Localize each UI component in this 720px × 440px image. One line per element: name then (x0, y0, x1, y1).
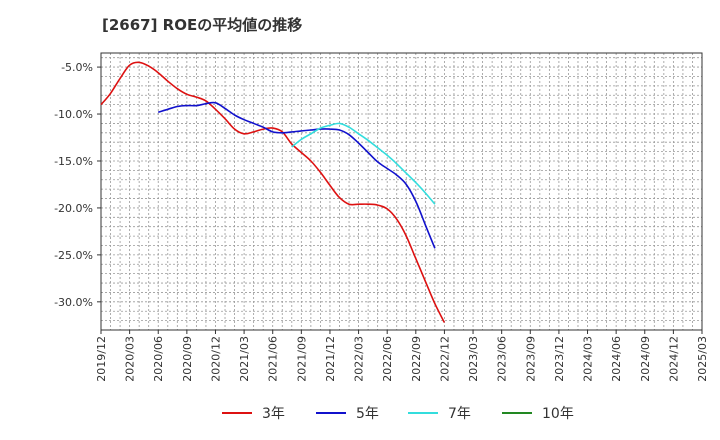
y-tick-label: -10.0% (54, 108, 93, 121)
x-tick-label: 2022/12 (438, 336, 451, 382)
x-tick-label: 2021/03 (238, 336, 251, 382)
x-tick-label: 2025/03 (696, 336, 709, 382)
x-tick-label: 2021/12 (324, 336, 337, 382)
x-tick-label: 2023/03 (467, 336, 480, 382)
y-tick-label: -5.0% (61, 61, 93, 74)
legend-label-3年: 3年 (262, 406, 285, 422)
y-tick-label: -15.0% (54, 155, 93, 168)
plot-frame (100, 52, 703, 331)
x-tick-label: 2020/03 (124, 336, 137, 382)
y-tick-label: -25.0% (54, 249, 93, 262)
series-line-7年 (291, 122, 436, 205)
x-tick-label: 2023/06 (496, 336, 509, 382)
y-tick-label: -30.0% (54, 296, 93, 309)
legend-label-5年: 5年 (356, 406, 379, 422)
x-tick-label: 2024/03 (582, 336, 595, 382)
series-line-5年 (157, 101, 436, 249)
plot-area (101, 53, 702, 330)
x-tick-label: 2019/12 (95, 336, 108, 382)
x-tick-label: 2022/03 (353, 336, 366, 382)
x-tick-label: 2020/12 (209, 336, 222, 382)
x-tick-label: 2023/09 (524, 336, 537, 382)
legend-label-7年: 7年 (448, 406, 471, 422)
y-tick-label: -20.0% (54, 202, 93, 215)
x-tick-label: 2024/12 (667, 336, 680, 382)
series-line-3年 (100, 61, 446, 323)
x-tick-label: 2024/06 (610, 336, 623, 382)
x-tick-label: 2021/06 (267, 336, 280, 382)
legend-label-10年: 10年 (542, 406, 574, 422)
x-tick-label: 2021/09 (295, 336, 308, 382)
x-tick-label: 2024/09 (639, 336, 652, 382)
x-tick-label: 2020/09 (181, 336, 194, 382)
chart-title: [2667] ROEの平均値の推移 (102, 16, 303, 34)
x-tick-label: 2020/06 (152, 336, 165, 382)
x-tick-label: 2022/09 (410, 336, 423, 382)
x-tick-label: 2023/12 (553, 336, 566, 382)
x-tick-label: 2022/06 (381, 336, 394, 382)
